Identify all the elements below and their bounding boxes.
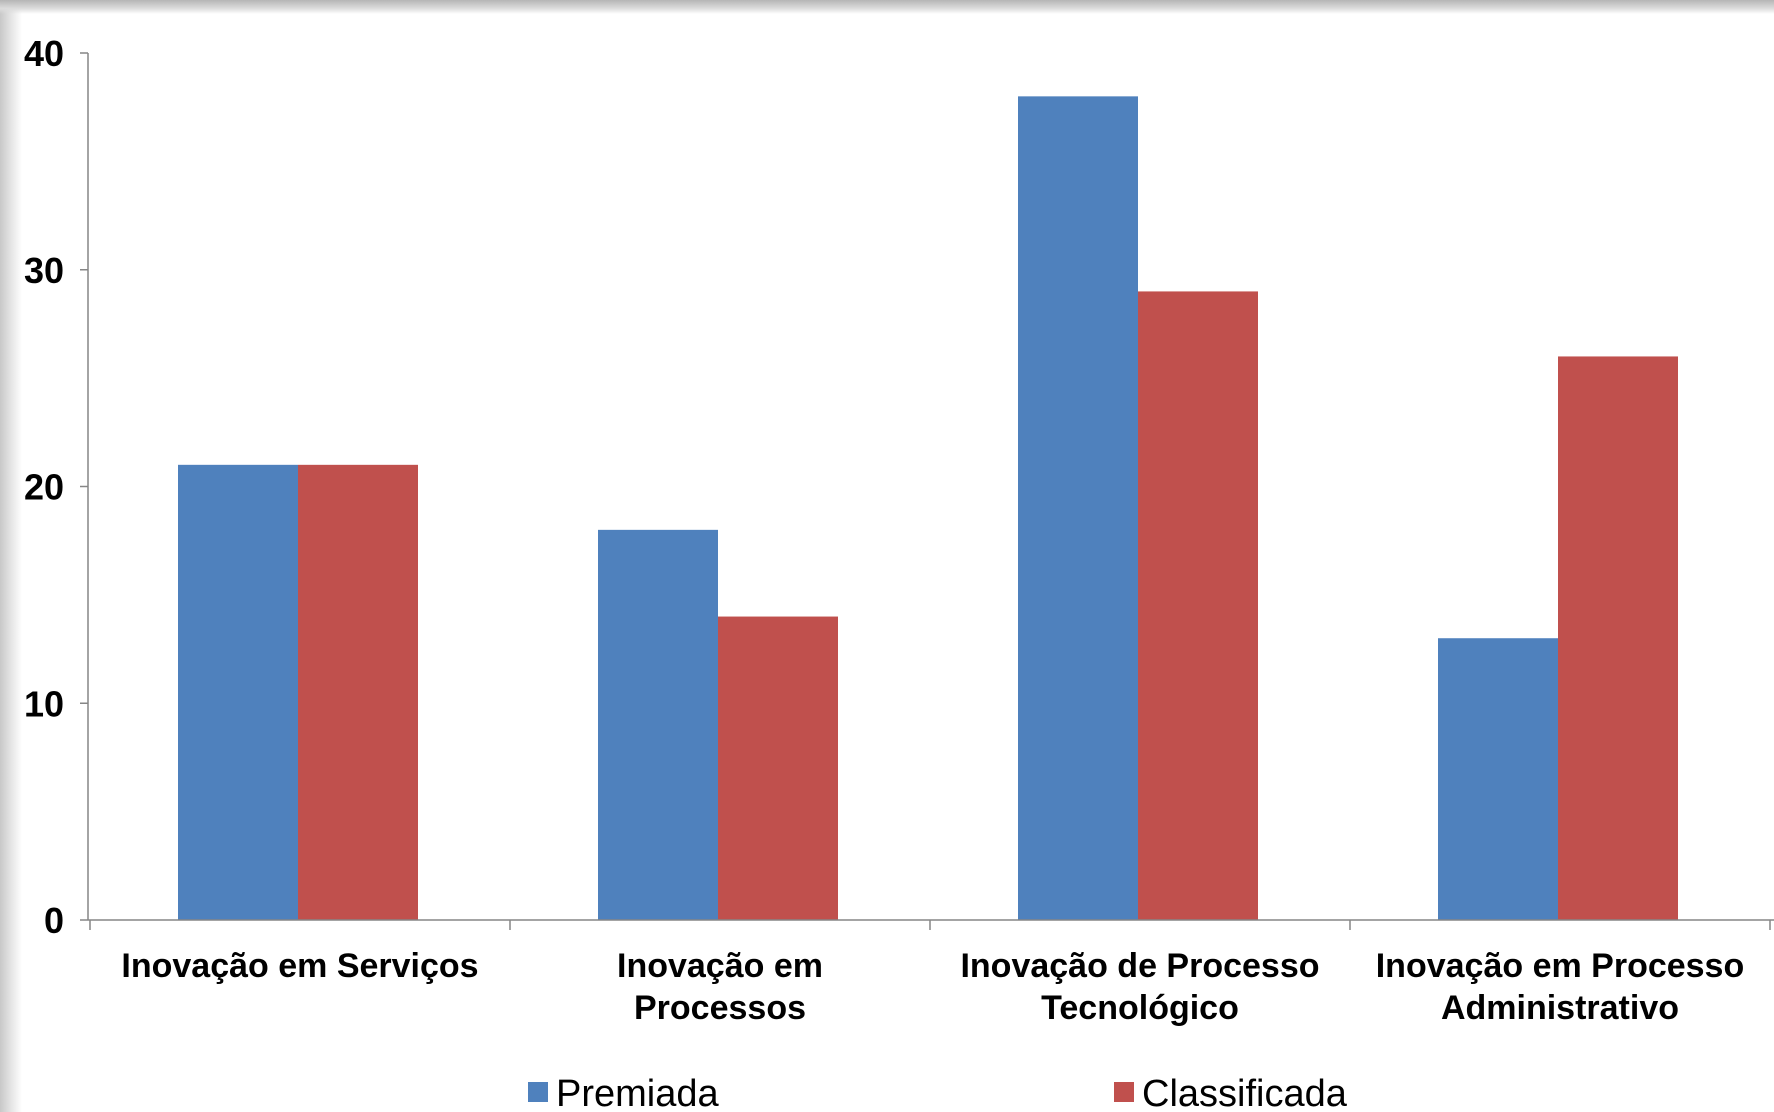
slide-top-band: [0, 0, 1774, 14]
x-category-label-line: Administrativo: [1441, 989, 1679, 1027]
legend-swatch-classificada: [1114, 1082, 1134, 1102]
legend-label-premiada: Premiada: [556, 1073, 719, 1112]
x-category-label-line: Processos: [634, 989, 806, 1027]
plot-area: [178, 96, 1678, 921]
bar-classificada-3: [1558, 356, 1678, 920]
bar-premiada-2: [1018, 96, 1138, 921]
y-tick-label: 30: [24, 250, 64, 291]
x-category-label: Inovação de Processo Tecnológico: [960, 947, 1319, 1027]
bar-premiada-1: [598, 529, 718, 920]
legend-label-classificada: Classificada: [1142, 1073, 1348, 1112]
axes: [80, 52, 1774, 930]
x-category-label: Inovação em Serviços: [121, 947, 478, 985]
bar-premiada-3: [1438, 638, 1558, 920]
x-category-label-line: Inovação em Processo: [1376, 947, 1745, 985]
legend-swatch-premiada: [528, 1082, 548, 1102]
y-tick-label: 20: [24, 467, 64, 508]
y-tick-label: 0: [44, 900, 64, 941]
y-tick-label: 10: [24, 683, 64, 724]
x-category-label: Inovação em Processo Administrativo: [1376, 947, 1745, 1027]
bar-classificada-0: [298, 464, 418, 920]
legend: Premiada Classificada: [528, 1073, 1348, 1112]
y-tick-label: 40: [24, 33, 64, 74]
x-category-label-line: Inovação em: [617, 947, 823, 985]
bar-classificada-1: [718, 616, 838, 920]
bar-classificada-2: [1138, 291, 1258, 920]
x-category-label: Inovação em Processos: [617, 947, 823, 1027]
bar-premiada-0: [178, 464, 298, 920]
labels: 0 10 20 30 40 Inovação em Serviços Inovação em…: [24, 33, 1744, 1027]
x-category-label-line: Inovação de Processo: [960, 947, 1319, 985]
x-category-label-line: Inovação em Serviços: [121, 947, 478, 985]
x-category-label-line: Tecnológico: [1041, 989, 1239, 1027]
